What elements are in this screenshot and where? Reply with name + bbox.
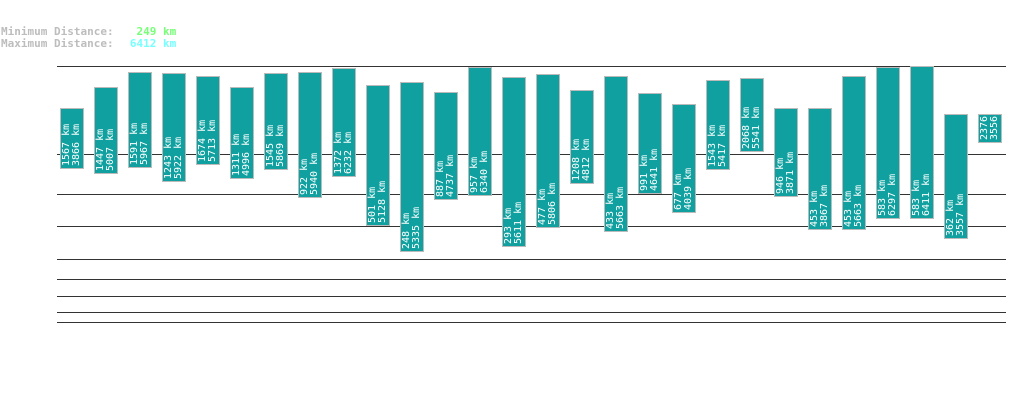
bar-min-label: 1591 km — [129, 123, 140, 165]
bar-min-label: 887 km — [435, 161, 446, 197]
bar-min-label: 1447 km — [95, 129, 106, 171]
bar — [366, 85, 390, 226]
bar-min-label: 477 km — [537, 189, 548, 225]
bar — [128, 72, 152, 168]
bar — [638, 93, 662, 194]
max-distance-row: Maximum Distance: 6412 km — [1, 38, 176, 50]
bar-max-label: 4812 km — [581, 139, 592, 181]
bar-max-label: 4996 km — [241, 134, 252, 176]
bar-min-label: 453 km — [809, 191, 820, 227]
bar-min-label: 1243 km — [163, 137, 174, 179]
bar — [740, 78, 764, 152]
bar-max-label: 3867 km — [819, 185, 830, 227]
bar-max-label: 5417 km — [717, 125, 728, 167]
bar-min-label: 583 km — [911, 180, 922, 216]
bar-max-label: 5922 km — [173, 137, 184, 179]
bar — [672, 104, 696, 213]
bar — [60, 108, 84, 169]
bar — [332, 68, 356, 177]
bar — [230, 87, 254, 179]
bar-min-label: 946 km — [775, 158, 786, 194]
bar-max-label: 4039 km — [683, 168, 694, 210]
bar-min-label: 501 km — [367, 187, 378, 223]
min-distance-value: 249 km — [136, 25, 177, 38]
bar-min-label: 1311 km — [231, 134, 242, 176]
bar-max-label: 6411 km — [921, 174, 932, 216]
bar — [400, 82, 424, 252]
bar-min-label: 583 km — [877, 180, 888, 216]
bar-max-label: 4641 km — [649, 149, 660, 191]
bar — [978, 114, 1002, 143]
bar — [706, 80, 730, 170]
bar-max-label: 4737 km — [445, 155, 456, 197]
bar-max-label: 5713 km — [207, 120, 218, 162]
bar-min-label: 1208 km — [571, 139, 582, 181]
bar — [94, 87, 118, 174]
bar — [264, 73, 288, 170]
bar-min-label: 433 km — [605, 193, 616, 229]
bar-min-label: 2376 — [979, 116, 990, 140]
bar — [502, 77, 526, 247]
bar-min-label: 293 km — [503, 208, 514, 244]
bar — [842, 76, 866, 230]
bar-max-label: 6340 km — [479, 151, 490, 193]
bar — [298, 72, 322, 198]
bar-min-label: 677 km — [673, 174, 684, 210]
bar — [570, 90, 594, 184]
bar — [468, 67, 492, 196]
bar-max-label: 5663 km — [853, 185, 864, 227]
bar — [434, 92, 458, 200]
bar-max-label: 6297 km — [887, 174, 898, 216]
bar-max-label: 5663 km — [615, 187, 626, 229]
bar-min-label: 922 km — [299, 159, 310, 195]
bar-max-label: 5806 km — [547, 183, 558, 225]
bar-max-label: 5940 km — [309, 153, 320, 195]
bar-max-label: 3866 km — [71, 124, 82, 166]
bar — [910, 66, 934, 219]
bar-min-label: 362 km — [945, 200, 956, 236]
bar-max-label: 5869 km — [275, 125, 286, 167]
bar-min-label: 2068 km — [741, 107, 752, 149]
bar — [604, 76, 628, 232]
bar — [162, 73, 186, 182]
bar-max-label: 5128 km — [377, 181, 388, 223]
bar-max-label: 6232 km — [343, 132, 354, 174]
bar-max-label: 5335 km — [411, 207, 422, 249]
bar-min-label: 1567 km — [61, 124, 72, 166]
bar-max-label: 5611 km — [513, 202, 524, 244]
bar — [196, 76, 220, 165]
max-distance-label: Maximum Distance: — [1, 37, 114, 50]
min-distance-label: Minimum Distance: — [1, 25, 114, 38]
bar-min-label: 1674 km — [197, 120, 208, 162]
bar — [536, 74, 560, 228]
max-distance-value: 6412 km — [129, 37, 177, 50]
bar-max-label: 5007 km — [105, 129, 116, 171]
bar-min-label: 1545 km — [265, 125, 276, 167]
bar — [774, 108, 798, 197]
bar-max-label: 3556 — [989, 116, 1000, 140]
bar-min-label: 991 km — [639, 155, 650, 191]
bar — [808, 108, 832, 230]
bar-max-label: 3871 km — [785, 152, 796, 194]
bar — [944, 114, 968, 239]
min-distance-row: Minimum Distance: 249 km — [1, 26, 176, 38]
bar-max-label: 5967 km — [139, 123, 150, 165]
bar-min-label: 248 km — [401, 213, 412, 249]
bar-min-label: 1372 km — [333, 132, 344, 174]
bar-min-label: 1543 km — [707, 125, 718, 167]
bar-min-label: 957 km — [469, 157, 480, 193]
bar-max-label: 3557 km — [955, 194, 966, 236]
bar-max-label: 5541 km — [751, 107, 762, 149]
bar-min-label: 453 km — [843, 191, 854, 227]
bar — [876, 67, 900, 219]
